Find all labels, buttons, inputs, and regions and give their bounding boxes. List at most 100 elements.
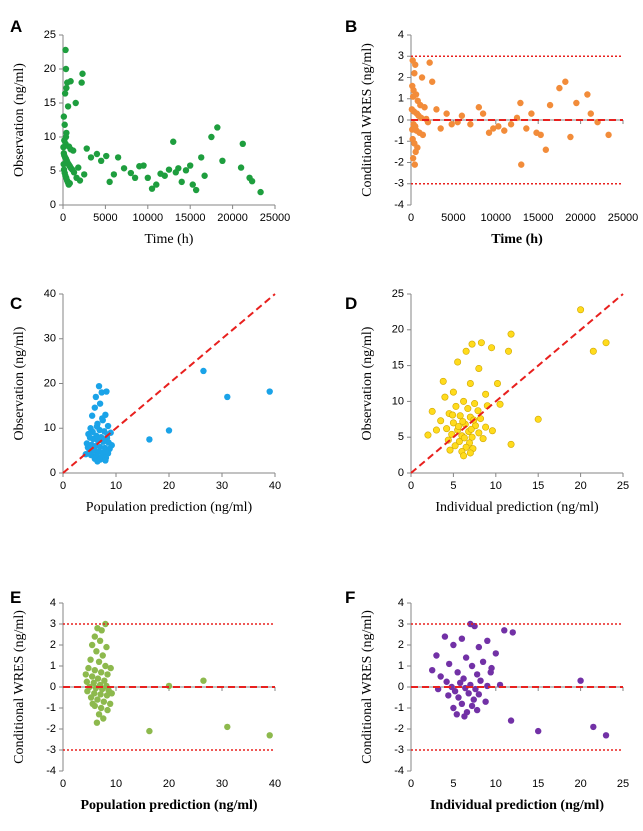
panel-f-x-axis-title: Individual prediction (ng/ml) — [430, 798, 604, 813]
panel-c-point — [86, 434, 94, 441]
panel-a-y-tick-label: 0 — [50, 199, 56, 211]
panel-b-point — [475, 104, 483, 111]
panel-d-point — [464, 405, 472, 413]
panel-c-point — [93, 423, 101, 430]
panel-f-point — [507, 717, 515, 724]
panel-f-y-tick-label: -4 — [394, 765, 404, 777]
panel-f-point — [470, 696, 477, 703]
panel-f-point — [458, 700, 466, 707]
panel-b-y-tick-label: -4 — [394, 199, 404, 211]
panel-a-point — [63, 84, 70, 92]
panel-a-point — [114, 154, 122, 161]
panel-e-x-tick-label: 30 — [216, 778, 228, 790]
panel-e-point — [83, 678, 91, 685]
panel-e-point — [84, 688, 91, 695]
panel-e-x-tick-label: 20 — [163, 778, 175, 790]
panel-a-y-tick-label: 20 — [44, 63, 56, 75]
panel-c-point — [146, 436, 153, 443]
panel-e-y-tick-label: -2 — [46, 723, 56, 735]
panel-a-point — [62, 65, 70, 73]
panel-b-point — [490, 125, 497, 132]
panel-d-point — [477, 415, 485, 423]
panel-b-point — [562, 78, 569, 85]
panel-e-point — [95, 658, 103, 665]
panel-c-x-axis-title: Population prediction (ng/ml) — [86, 500, 253, 515]
panel-e-y-tick-label: 2 — [50, 639, 56, 651]
panel-a-point — [239, 140, 246, 147]
panel-f-point — [443, 678, 450, 685]
panel-b-point — [411, 70, 418, 77]
panel-b-point — [409, 93, 417, 100]
panel-a-point — [79, 70, 86, 77]
panel-f-point — [475, 691, 483, 698]
panel-d-x-tick-label: 25 — [617, 480, 629, 492]
panel-f-y-axis-title: Conditional WRES (ng/ml) — [360, 610, 375, 764]
panel-d-point — [488, 344, 496, 352]
panel-b-point — [467, 121, 474, 128]
panel-d-x-tick-label: 0 — [408, 480, 414, 492]
panel-e-point — [96, 637, 104, 644]
panel-e-point — [100, 698, 108, 705]
panel-f-point — [461, 713, 468, 720]
panel-a-point — [66, 180, 73, 187]
panel-a-point — [131, 174, 139, 181]
panel-b-y-tick-label: 2 — [398, 71, 404, 83]
panel-f-y-tick-label: -1 — [394, 702, 404, 714]
panel-e-letter: E — [10, 588, 21, 607]
panel-c-point — [94, 458, 101, 465]
panel-a-point — [175, 165, 182, 172]
panel-c-x-tick-label: 30 — [216, 480, 228, 492]
panel-a-point — [72, 99, 79, 107]
panel-e-point — [103, 643, 110, 651]
panel-c-x-tick-label: 0 — [60, 480, 66, 492]
panel-d-point — [479, 435, 487, 443]
panel-b-letter: B — [345, 17, 357, 36]
panel-b-point — [573, 99, 580, 107]
panel-d-point — [451, 442, 459, 450]
panel-b-point — [411, 161, 419, 168]
panel-f-point — [468, 702, 476, 710]
panel-e-y-tick-label: 0 — [50, 681, 56, 693]
panel-a-point — [60, 161, 67, 168]
panel-b-point — [433, 106, 440, 113]
panel-e-y-tick-label: 3 — [50, 618, 56, 630]
panel-b-x-tick-label: 10000 — [481, 212, 512, 224]
panel-d-point — [455, 437, 463, 445]
panel-f-point — [455, 694, 462, 701]
panel-a-point — [61, 121, 68, 128]
panel-d-point — [456, 412, 464, 420]
panel-a-point — [189, 181, 196, 188]
panel-c-letter: C — [10, 294, 22, 313]
panel-c-identity-line — [62, 293, 276, 474]
panel-f-point — [473, 706, 481, 714]
panel-f-y-tick-label: -3 — [394, 744, 404, 756]
panel-b-x-tick-label: 25000 — [608, 212, 639, 224]
panel-e-point — [102, 662, 109, 670]
panel-e-point — [90, 679, 97, 686]
panel-f-point — [501, 627, 508, 634]
panel-f-point — [577, 677, 584, 684]
panel-a-point — [62, 46, 69, 54]
panel-a-point — [140, 162, 147, 169]
panel-f-point — [465, 690, 472, 697]
panel-d-point — [454, 358, 462, 366]
panel-d-point — [474, 407, 482, 415]
panel-a-point — [248, 178, 256, 185]
panel-c-point — [103, 388, 110, 395]
panel-d-point — [471, 400, 479, 408]
panel-d-point — [459, 417, 467, 425]
panel-f-point — [445, 660, 453, 668]
panel-a-x-tick-label: 20000 — [217, 212, 248, 224]
panel-d-point — [454, 422, 462, 430]
panel-f-point — [468, 662, 476, 670]
panel-f-point — [535, 727, 542, 735]
panel-b-point — [412, 148, 419, 156]
panel-e-point — [102, 620, 109, 628]
panel-e-point — [107, 664, 114, 672]
panel-f-point — [450, 641, 457, 649]
panel-c-point — [266, 388, 273, 395]
panel-f-letter: F — [345, 588, 355, 607]
panel-c-point — [95, 382, 103, 390]
panel-a-x-tick-label: 10000 — [133, 212, 164, 224]
panel-b-point — [437, 125, 444, 132]
